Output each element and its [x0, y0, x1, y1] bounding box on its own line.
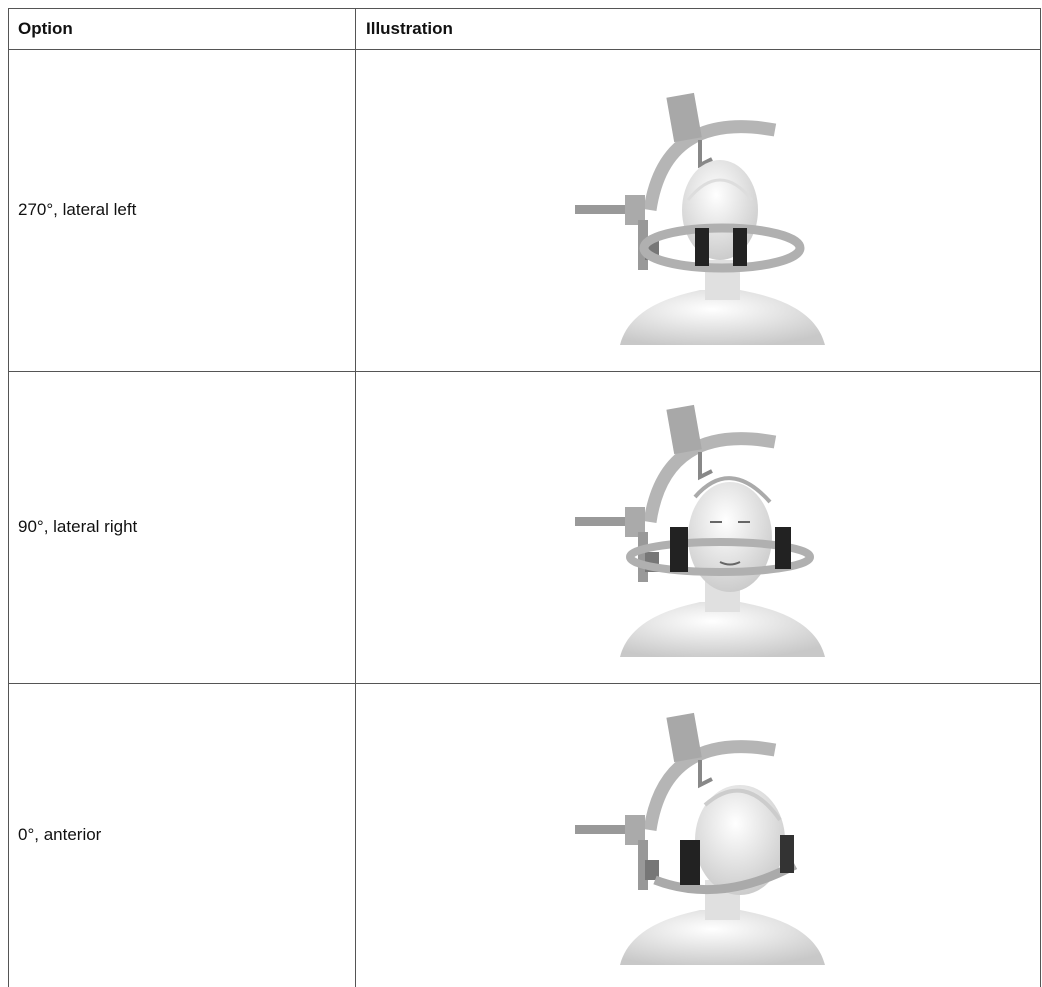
column-border: [355, 8, 356, 987]
option-text: 270°, lateral left: [18, 200, 137, 219]
illustration: [570, 402, 840, 657]
table-border: [8, 8, 1040, 9]
illustration: [570, 90, 840, 345]
header-cell: Option: [18, 19, 73, 38]
row-border: [8, 371, 1040, 372]
illustration: [570, 710, 840, 965]
row-border: [8, 683, 1040, 684]
table-border: [8, 8, 9, 987]
option-text: 90°, lateral right: [18, 517, 138, 536]
row-border: [8, 49, 1040, 50]
header-cell: Illustration: [366, 19, 453, 38]
table-border: [1040, 8, 1041, 987]
option-text: 0°, anterior: [18, 825, 102, 844]
